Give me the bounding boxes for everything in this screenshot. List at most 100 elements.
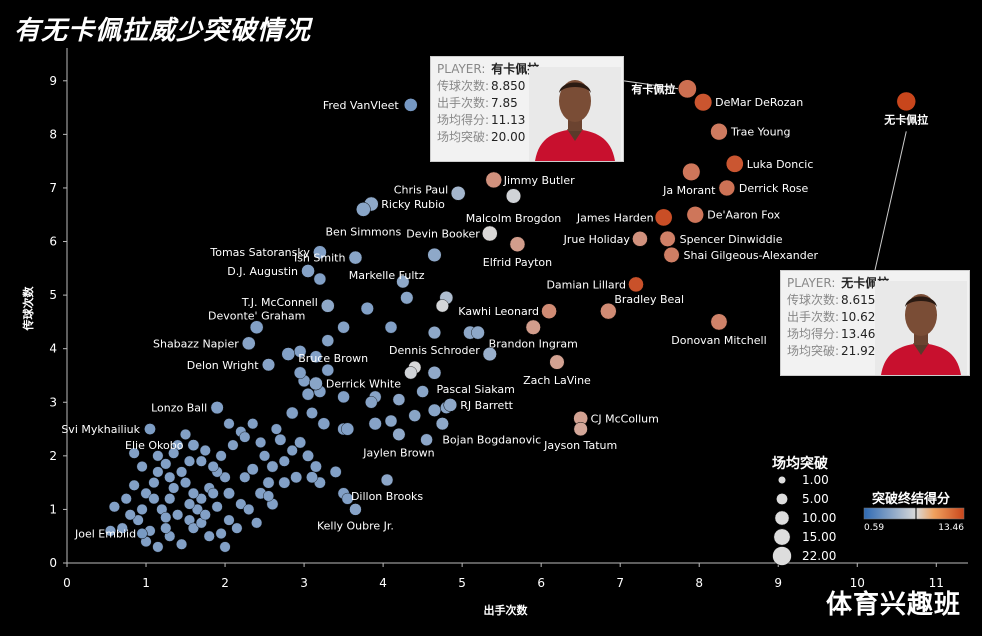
y-tick-label: 4	[49, 342, 57, 356]
data-point	[172, 509, 184, 521]
data-point	[281, 347, 296, 361]
data-point	[400, 291, 414, 305]
data-point	[427, 403, 441, 417]
y-tick-label: 6	[49, 235, 57, 249]
y-tick-label: 2	[49, 449, 57, 463]
data-point	[255, 436, 267, 448]
x-tick-label: 1	[142, 576, 150, 590]
y-tick-label: 1	[49, 502, 57, 516]
data-point	[152, 466, 164, 478]
color-legend-max: 13.46	[938, 523, 964, 533]
data-point	[183, 498, 195, 510]
data-label: DeMar DeRozan	[715, 96, 803, 109]
data-point	[471, 325, 485, 340]
data-label: Zach LaVine	[523, 374, 591, 387]
data-point	[207, 487, 219, 499]
data-point	[210, 401, 224, 415]
data-point	[152, 541, 164, 553]
color-legend-title: 突破终结得分	[872, 491, 950, 507]
data-point	[274, 433, 287, 446]
tooltip-player-name: 有卡佩拉	[491, 62, 540, 76]
data-point	[215, 528, 227, 540]
data-point	[120, 493, 132, 505]
data-point	[261, 358, 276, 372]
data-label: Pascal Siakam	[436, 383, 514, 396]
x-tick-label: 6	[537, 576, 545, 590]
data-point	[306, 471, 318, 484]
data-point	[313, 272, 327, 286]
size-legend-marker	[778, 476, 786, 484]
data-point	[301, 264, 315, 278]
size-legend-label: 22.00	[802, 549, 836, 563]
data-label: T.J. McConnell	[241, 296, 318, 309]
tooltip-key: 场均得分:	[437, 113, 490, 127]
data-point	[435, 417, 449, 431]
data-point	[482, 346, 497, 362]
data-label: D.J. Augustin	[227, 265, 298, 278]
data-point	[632, 231, 648, 247]
data-label: Chris Paul	[394, 183, 448, 196]
data-point	[541, 303, 557, 319]
data-point	[710, 313, 728, 331]
data-point	[286, 444, 298, 456]
data-point	[278, 455, 290, 467]
data-point	[408, 409, 421, 422]
data-point	[380, 473, 394, 487]
tooltip-key: 传球次数:	[437, 79, 490, 93]
data-label: Kawhi Leonard	[458, 305, 539, 318]
data-point	[341, 422, 355, 436]
x-tick-label: 0	[63, 576, 71, 590]
size-legend-marker	[776, 493, 788, 505]
data-point	[337, 390, 350, 404]
data-point	[392, 427, 406, 441]
data-point	[549, 354, 565, 370]
data-label: Ricky Rubio	[381, 198, 445, 211]
tooltip-key: 场均突破:	[437, 130, 490, 144]
data-label: CJ McCollum	[591, 412, 659, 425]
tooltip-key: 场均得分:	[787, 327, 840, 341]
data-point	[136, 527, 148, 540]
data-point	[148, 493, 160, 505]
tooltip-value: 21.92	[841, 344, 876, 358]
data-label: Ben Simmons	[326, 225, 402, 238]
data-point	[485, 171, 502, 189]
data-point	[195, 455, 207, 467]
data-point	[392, 393, 406, 406]
data-point	[309, 350, 323, 363]
data-point	[136, 461, 148, 473]
data-point	[104, 525, 116, 537]
player-portrait-icon	[875, 281, 967, 375]
size-legend-marker	[772, 546, 792, 566]
tooltip-key: 场均突破:	[787, 344, 840, 358]
tooltip-key: 出手次数:	[787, 310, 840, 324]
data-point	[247, 418, 259, 430]
data-point	[427, 326, 441, 340]
data-label: Joel Embiid	[74, 528, 136, 541]
data-point	[348, 250, 363, 265]
tooltip-value: 20.00	[491, 130, 526, 144]
data-point	[654, 208, 673, 227]
tooltip-connector	[623, 80, 680, 90]
data-label: Kelly Oubre Jr.	[317, 519, 394, 532]
data-label: RJ Barrett	[460, 399, 513, 412]
data-point	[239, 431, 251, 443]
data-label: Trae Young	[730, 126, 791, 139]
data-point	[420, 433, 433, 446]
x-tick-label: 3	[300, 576, 308, 590]
player-photo	[529, 67, 621, 161]
data-point	[187, 439, 200, 452]
data-point	[321, 363, 334, 377]
data-point	[694, 93, 713, 112]
data-point	[168, 482, 180, 494]
size-legend-label: 5.00	[802, 492, 829, 506]
data-point	[241, 336, 256, 351]
data-point	[435, 299, 449, 313]
data-point	[168, 447, 180, 459]
data-point	[306, 407, 318, 419]
data-point	[677, 79, 697, 99]
data-point	[384, 321, 398, 334]
point-group-named: 有卡佩拉 DeMar DeRozan 无卡佩拉 Trae Young Fred VanV…	[61, 79, 928, 541]
data-point	[313, 245, 327, 260]
